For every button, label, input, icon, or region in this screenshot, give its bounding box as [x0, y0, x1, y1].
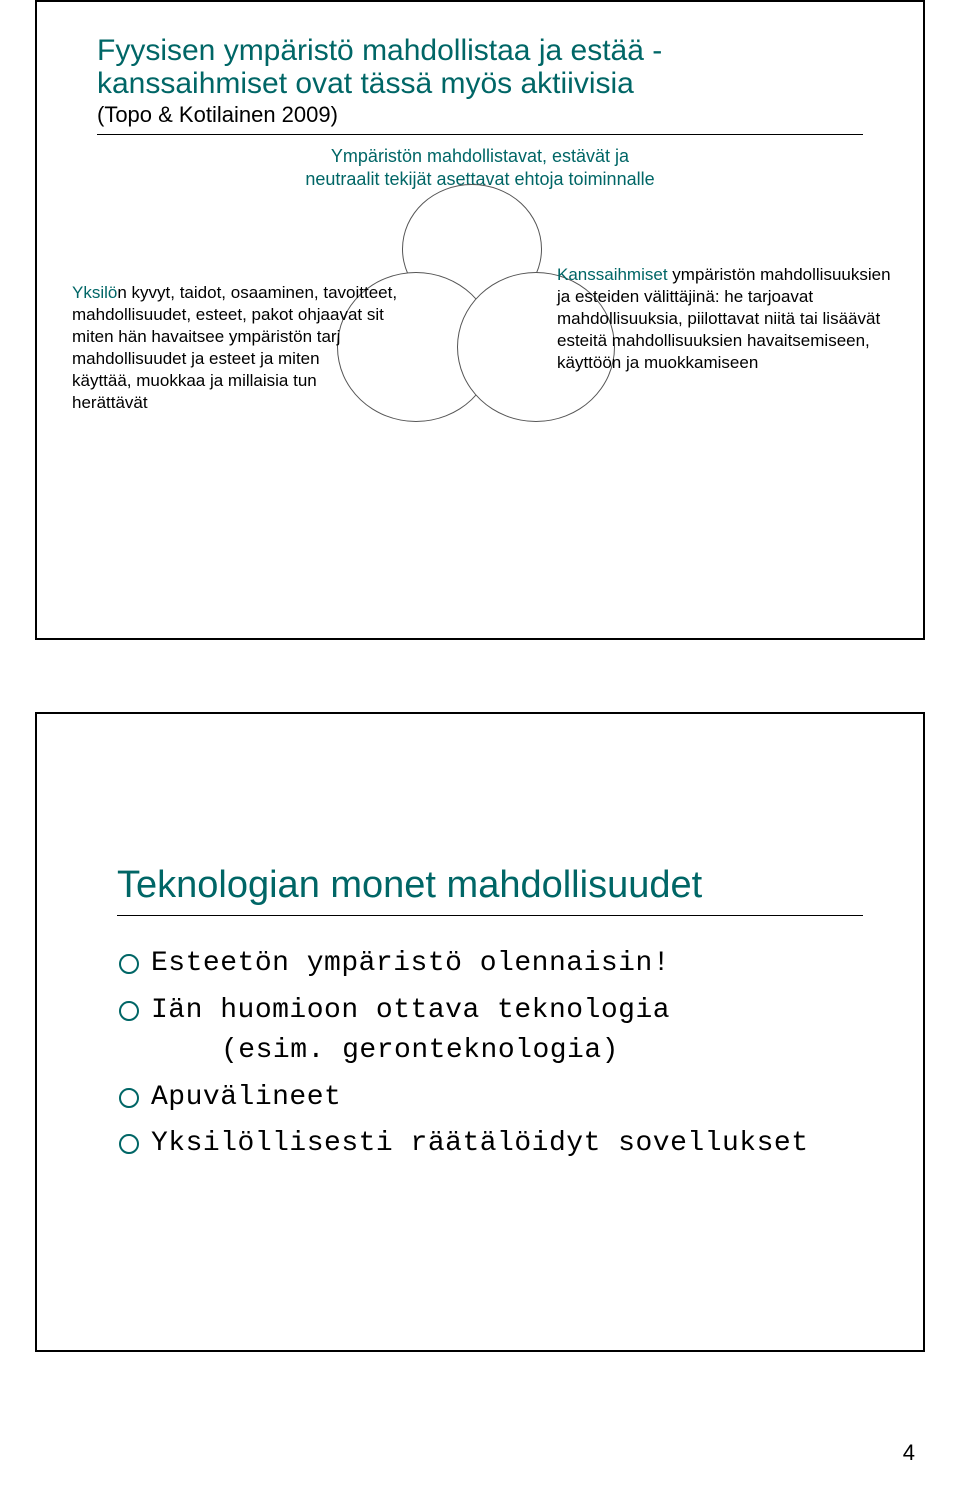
slide-2-content: Teknologian monet mahdollisuudet Esteetö…: [117, 864, 863, 1171]
slide-1: Fyysisen ympäristö mahdollistaa ja estää…: [35, 0, 925, 640]
right-highlight: Kanssaihmiset: [557, 265, 668, 284]
left-text-block: Yksilön kyvyt, taidot, osaaminen, tavoit…: [72, 282, 402, 415]
slide-2-rule: [117, 915, 863, 916]
list-item: Iän huomioon ottava teknologia (esim. ge…: [117, 991, 863, 1072]
left-body: n kyvyt, taidot, osaaminen, tavoitteet, …: [72, 283, 397, 412]
list-item: Yksilöllisesti räätälöidyt sovellukset: [117, 1124, 863, 1165]
list-subitem: (esim. geronteknologia): [151, 1031, 863, 1072]
list-item-label: Yksilöllisesti räätälöidyt sovellukset: [151, 1128, 809, 1159]
left-highlight: Yksilö: [72, 283, 117, 302]
slide-2: Teknologian monet mahdollisuudet Esteetö…: [35, 712, 925, 1352]
list-item: Esteetön ympäristö olennaisin!: [117, 944, 863, 985]
list-item-label: Esteetön ympäristö olennaisin!: [151, 948, 670, 979]
slide-2-list: Esteetön ympäristö olennaisin! Iän huomi…: [117, 944, 863, 1165]
slide-2-title: Teknologian monet mahdollisuudet: [117, 864, 863, 907]
page-number: 4: [903, 1440, 915, 1466]
venn-diagram: Yksilön kyvyt, taidot, osaaminen, tavoit…: [37, 2, 923, 638]
list-item-label: Apuvälineet: [151, 1082, 341, 1113]
list-item: Apuvälineet: [117, 1078, 863, 1119]
list-item-label: Iän huomioon ottava teknologia: [151, 995, 670, 1026]
right-text-block: Kanssaihmiset ympäristön mahdollisuuksie…: [557, 264, 917, 374]
